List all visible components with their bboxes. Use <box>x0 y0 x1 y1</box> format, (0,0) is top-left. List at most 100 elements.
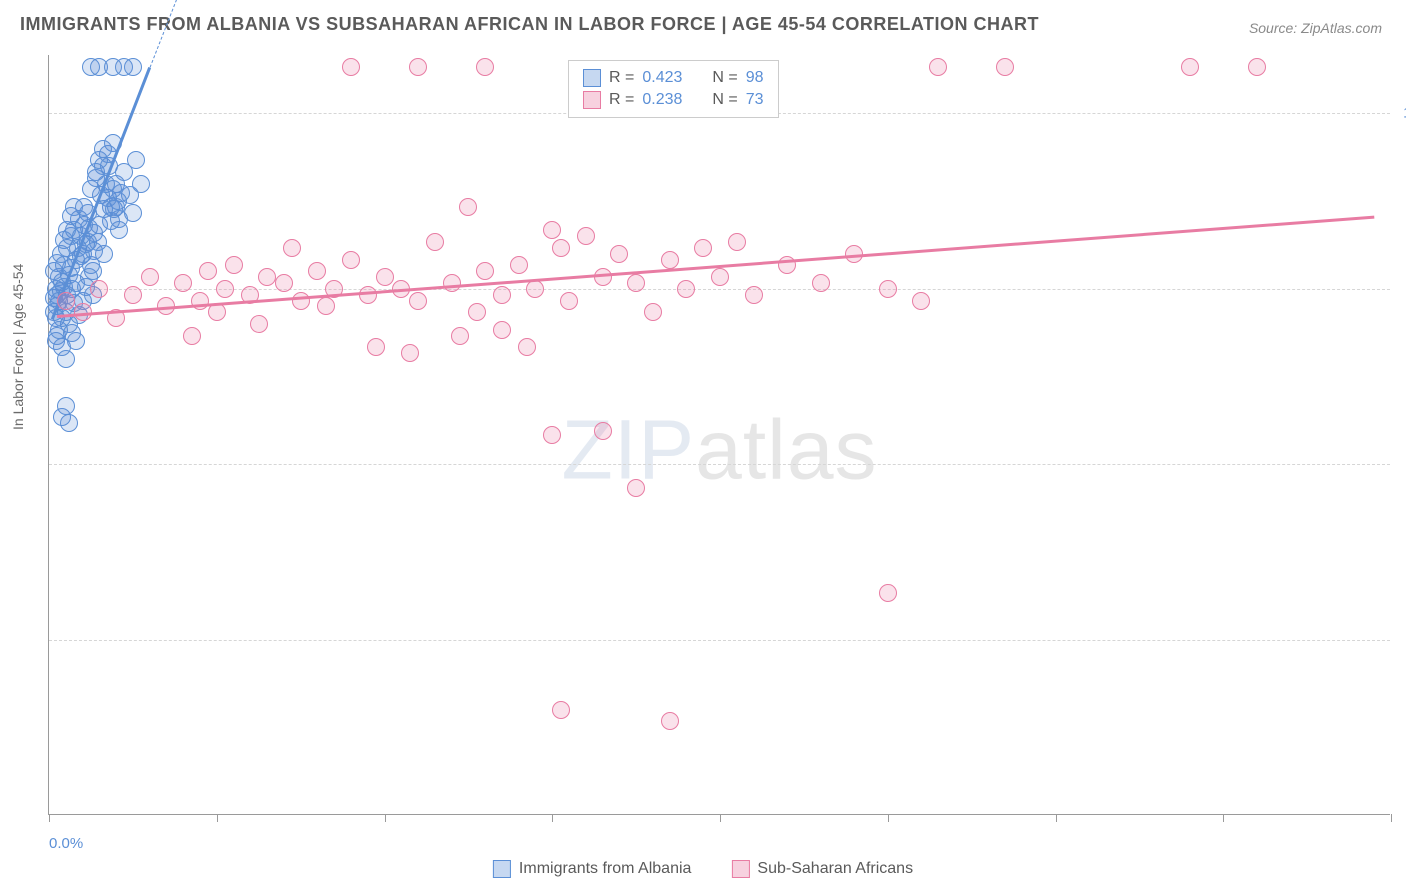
stat-n-label: N = <box>712 69 737 87</box>
data-point <box>376 268 394 286</box>
legend-label: Sub-Saharan Africans <box>757 860 913 878</box>
data-point <box>493 321 511 339</box>
data-point <box>627 479 645 497</box>
data-point <box>225 256 243 274</box>
trend-line <box>57 215 1374 317</box>
data-point <box>174 274 192 292</box>
data-point <box>94 140 112 158</box>
data-point <box>677 280 695 298</box>
data-point <box>57 397 75 415</box>
data-point <box>526 280 544 298</box>
stats-legend-row: R = 0.423 N = 98 <box>583 67 764 89</box>
legend-label: Immigrants from Albania <box>519 860 692 878</box>
data-point <box>90 280 108 298</box>
legend-swatch-icon <box>583 91 601 109</box>
data-point <box>694 239 712 257</box>
data-point <box>359 286 377 304</box>
scatter-plot-area: ZIPatlas 55.0%70.0%85.0%100.0%0.0%80.0% <box>48 55 1390 815</box>
legend-item-albania: Immigrants from Albania <box>493 860 692 878</box>
data-point <box>110 210 128 228</box>
stat-r-value: 0.423 <box>642 69 682 87</box>
x-tick <box>385 814 386 822</box>
data-point <box>342 58 360 76</box>
data-point <box>451 327 469 345</box>
data-point <box>996 58 1014 76</box>
data-point <box>401 344 419 362</box>
data-point <box>543 221 561 239</box>
legend-item-subsaharan: Sub-Saharan Africans <box>731 860 913 878</box>
data-point <box>594 422 612 440</box>
bottom-legend: Immigrants from Albania Sub-Saharan Afri… <box>493 860 913 878</box>
x-tick <box>1056 814 1057 822</box>
x-tick <box>1391 814 1392 822</box>
data-point <box>258 268 276 286</box>
chart-title: IMMIGRANTS FROM ALBANIA VS SUBSAHARAN AF… <box>20 14 1039 35</box>
data-point <box>250 315 268 333</box>
data-point <box>317 297 335 315</box>
watermark: ZIPatlas <box>561 401 877 498</box>
data-point <box>468 303 486 321</box>
data-point <box>89 233 107 251</box>
data-point <box>127 151 145 169</box>
stats-legend: R = 0.423 N = 98 R = 0.238N = 73 <box>568 60 779 118</box>
stat-n-value: 73 <box>746 91 764 109</box>
data-point <box>552 239 570 257</box>
data-point <box>124 58 142 76</box>
data-point <box>577 227 595 245</box>
stat-r-label: R = <box>609 91 634 109</box>
gridline <box>49 640 1390 641</box>
stats-legend-row: R = 0.238N = 73 <box>583 89 764 111</box>
data-point <box>342 251 360 269</box>
data-point <box>308 262 326 280</box>
data-point <box>594 268 612 286</box>
data-point <box>661 712 679 730</box>
x-tick <box>49 814 50 822</box>
x-tick <box>1223 814 1224 822</box>
y-axis-title: In Labor Force | Age 45-54 <box>10 264 26 430</box>
data-point <box>661 251 679 269</box>
data-point <box>443 274 461 292</box>
data-point <box>275 274 293 292</box>
stat-n-value: 98 <box>746 69 764 87</box>
data-point <box>552 701 570 719</box>
source-label: Source: ZipAtlas.com <box>1249 20 1382 36</box>
data-point <box>879 280 897 298</box>
data-point <box>292 292 310 310</box>
data-point <box>409 292 427 310</box>
data-point <box>283 239 301 257</box>
data-point <box>627 274 645 292</box>
data-point <box>459 198 477 216</box>
data-point <box>610 245 628 263</box>
data-point <box>476 58 494 76</box>
data-point <box>543 426 561 444</box>
data-point <box>183 327 201 345</box>
data-point <box>104 180 122 198</box>
data-point <box>812 274 830 292</box>
data-point <box>728 233 746 251</box>
data-point <box>510 256 528 274</box>
data-point <box>879 584 897 602</box>
data-point <box>493 286 511 304</box>
x-tick <box>720 814 721 822</box>
legend-swatch-icon <box>583 69 601 87</box>
data-point <box>912 292 930 310</box>
data-point <box>1248 58 1266 76</box>
x-min-label: 0.0% <box>49 835 83 852</box>
data-point <box>124 286 142 304</box>
data-point <box>476 262 494 280</box>
data-point <box>57 292 75 310</box>
stat-r-label: R = <box>609 69 634 87</box>
data-point <box>216 280 234 298</box>
data-point <box>745 286 763 304</box>
x-tick <box>552 814 553 822</box>
legend-swatch-icon <box>731 860 749 878</box>
data-point <box>711 268 729 286</box>
x-tick <box>888 814 889 822</box>
data-point <box>644 303 662 321</box>
data-point <box>367 338 385 356</box>
data-point <box>560 292 578 310</box>
gridline <box>49 464 1390 465</box>
stat-r-value: 0.238 <box>642 91 682 109</box>
legend-swatch-icon <box>493 860 511 878</box>
x-tick <box>217 814 218 822</box>
